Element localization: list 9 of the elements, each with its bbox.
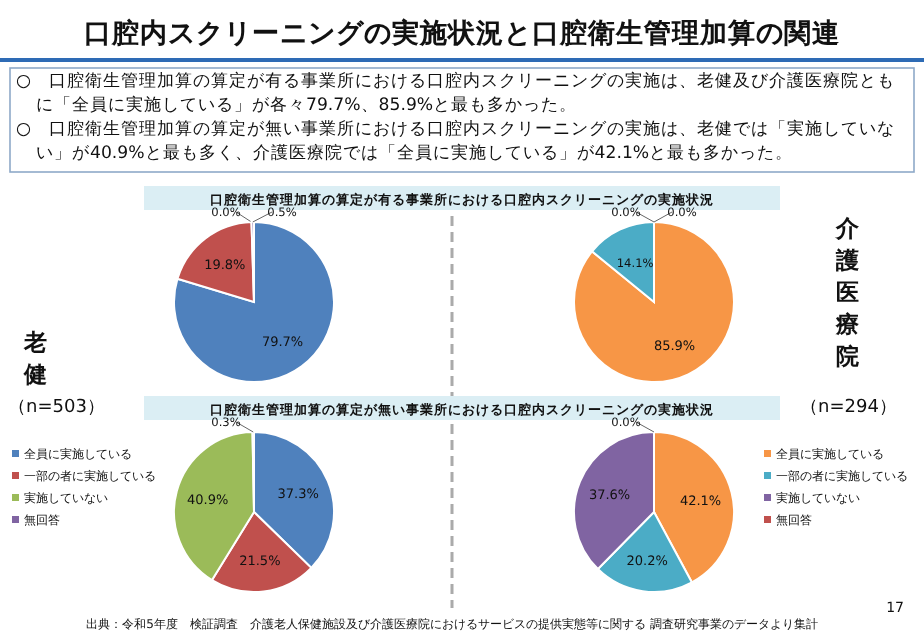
pie-slice [573,221,735,383]
text: （n=294） [800,398,897,418]
text: （n=503） [8,398,105,418]
pie-slice [173,221,335,383]
text: ○ 口腔衛生管理加算の算定が無い事業所における口腔内スクリーニングの実施は、老健では「実施していない」が40.9%と最も多く、介護医療院では「全員に実施している」が42.1%と最も多かった。 [16,118,897,166]
text: 介護医療院 [834,214,862,370]
text: 老健 [22,328,48,388]
text: ○ 口腔衛生管理加算の算定が有る事業所における口腔内スクリーニングの実施は、老健及び介護医療院ともに「全員に実施している」が各々79.7%、85.9%と最も多かった。 [16,70,897,118]
text: 口腔内スクリーニングの実施状況と口腔衛生管理加算の関連 [84,16,840,50]
